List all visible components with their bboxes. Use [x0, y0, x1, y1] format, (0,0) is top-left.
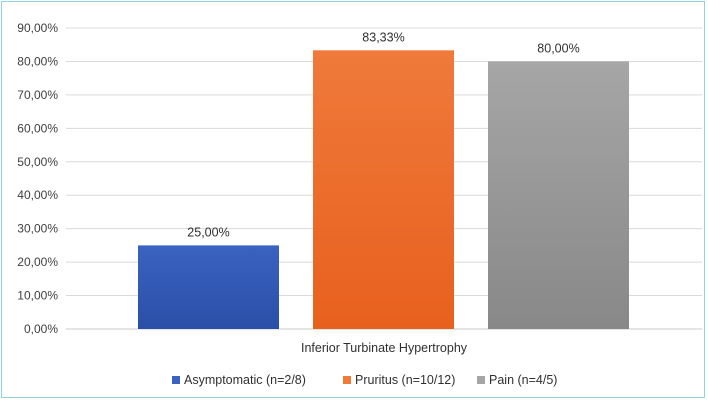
legend-swatch-3 [477, 376, 485, 384]
bar-series-2 [313, 50, 454, 330]
data-label-series-1: 25,00% [187, 225, 229, 239]
x-category-label: Inferior Turbinate Hypertrophy [301, 341, 468, 355]
y-tick-label: 10,00% [17, 289, 58, 303]
y-axis-ticks: 0,00% 10,00% 20,00% 30,00% 40,00% 50,00% 60,00… [17, 21, 58, 336]
y-tick-label: 60,00% [17, 121, 58, 135]
legend-label-2: Pruritus (n=10/12) [355, 373, 455, 387]
data-labels: 25,00% 83,33% 80,00% [187, 30, 579, 239]
legend: Asymptomatic (n=2/8) Pruritus (n=10/12) Pa… [172, 373, 557, 387]
y-tick-label: 30,00% [17, 222, 58, 236]
bar-series-3 [488, 61, 629, 329]
y-tick-label: 50,00% [17, 155, 58, 169]
bars [138, 50, 629, 330]
legend-swatch-2 [343, 376, 351, 384]
y-tick-label: 40,00% [17, 188, 58, 202]
y-tick-label: 80,00% [17, 54, 58, 68]
legend-label-1: Asymptomatic (n=2/8) [184, 373, 306, 387]
legend-label-3: Pain (n=4/5) [489, 373, 557, 387]
y-tick-label: 0,00% [24, 322, 58, 336]
bar-series-1 [138, 245, 279, 329]
x-axis: Inferior Turbinate Hypertrophy [301, 341, 468, 355]
data-label-series-2: 83,33% [362, 30, 404, 44]
legend-swatch-1 [172, 376, 180, 384]
y-tick-label: 70,00% [17, 88, 58, 102]
y-tick-label: 20,00% [17, 255, 58, 269]
y-tick-label: 90,00% [17, 21, 58, 35]
data-label-series-3: 80,00% [537, 41, 579, 55]
